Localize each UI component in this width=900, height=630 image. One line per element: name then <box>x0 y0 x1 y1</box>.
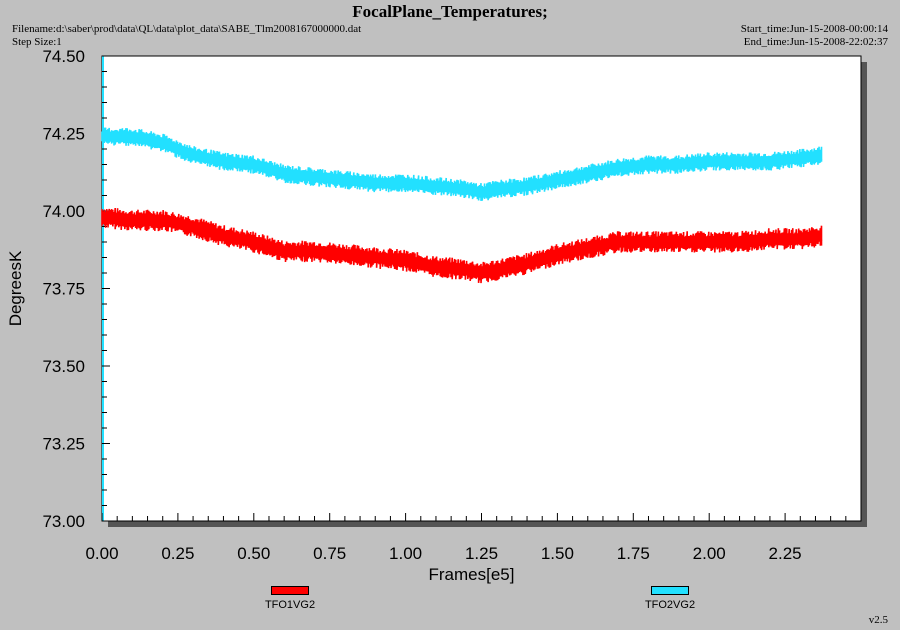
y-tick-label: 73.00 <box>42 512 85 531</box>
filename-text: Filename:d:\saber\prod\data\QL\data\plot… <box>12 23 362 35</box>
x-tick-label: 1.50 <box>541 544 574 563</box>
start-time-text: Start_time:Jun-15-2008-00:00:14 <box>740 23 888 35</box>
legend-swatch-tfo1vg2 <box>271 586 309 595</box>
end-time-text: End_time:Jun-15-2008-22:02:37 <box>743 36 888 48</box>
version-text: v2.5 <box>868 614 888 626</box>
y-tick-label: 73.25 <box>42 435 85 454</box>
legend-label-tfo2vg2: TFO2VG2 <box>644 599 696 611</box>
series-line-tfo1vg2 <box>101 212 823 278</box>
y-tick-label: 74.25 <box>42 125 85 144</box>
legend-item-tfo1vg2: TFO1VG2 <box>245 586 335 611</box>
y-axis-label: DegreesK <box>6 250 25 326</box>
x-tick-label: 1.25 <box>465 544 498 563</box>
legend-label-tfo1vg2: TFO1VG2 <box>264 599 316 611</box>
x-tick-label: 1.00 <box>389 544 422 563</box>
y-tick-label: 73.50 <box>42 357 85 376</box>
y-tick-label: 73.75 <box>42 280 85 299</box>
chart-title: FocalPlane_Temperatures; <box>352 2 548 21</box>
x-axis-label: Frames[e5] <box>429 565 515 584</box>
x-tick-label: 0.50 <box>237 544 270 563</box>
x-tick-label: 0.75 <box>313 544 346 563</box>
legend-item-tfo2vg2: TFO2VG2 <box>625 586 715 611</box>
y-tick-label: 74.00 <box>42 202 85 221</box>
x-tick-label: 2.00 <box>693 544 726 563</box>
legend-swatch-tfo2vg2 <box>651 586 689 595</box>
x-tick-label: 2.25 <box>769 544 802 563</box>
x-tick-label: 0.25 <box>161 544 194 563</box>
plot-area <box>101 55 862 522</box>
x-tick-label: 1.75 <box>617 544 650 563</box>
x-tick-label: 0.00 <box>85 544 118 563</box>
series-line-tfo2vg2 <box>102 131 823 198</box>
step-size-text: Step Size:1 <box>12 36 62 48</box>
y-tick-label: 74.50 <box>42 47 85 66</box>
